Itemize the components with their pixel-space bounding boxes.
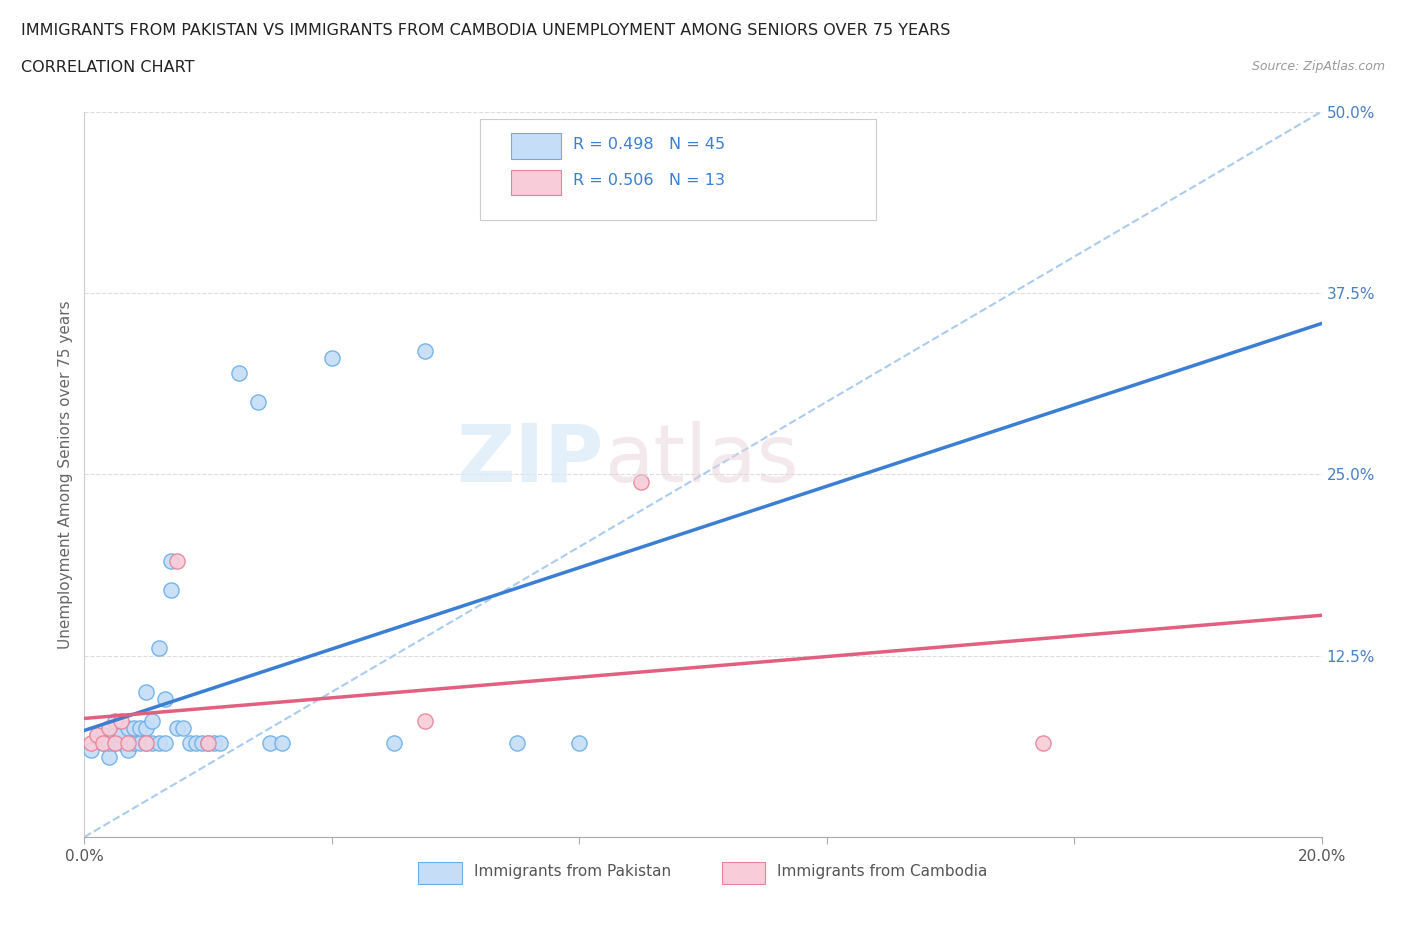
Point xyxy=(166,554,188,569)
Point xyxy=(98,721,121,736)
Point xyxy=(413,713,436,728)
Point xyxy=(135,736,157,751)
Point xyxy=(184,736,207,751)
Point xyxy=(153,692,176,707)
Point xyxy=(91,728,114,743)
Point xyxy=(202,736,225,751)
Point xyxy=(259,736,281,751)
Point xyxy=(135,736,157,751)
Point xyxy=(271,736,294,751)
Point xyxy=(98,736,121,751)
Text: atlas: atlas xyxy=(605,420,799,498)
Point xyxy=(110,736,132,751)
Point xyxy=(104,736,127,751)
FancyBboxPatch shape xyxy=(721,862,765,884)
Point xyxy=(228,365,250,380)
Point xyxy=(135,684,157,699)
Point xyxy=(568,736,591,751)
Point xyxy=(122,736,145,751)
Point xyxy=(129,721,152,736)
Point xyxy=(197,736,219,751)
Text: R = 0.498   N = 45: R = 0.498 N = 45 xyxy=(574,137,725,152)
Point xyxy=(110,728,132,743)
Point xyxy=(166,721,188,736)
Point xyxy=(148,736,170,751)
Point xyxy=(141,736,163,751)
Text: IMMIGRANTS FROM PAKISTAN VS IMMIGRANTS FROM CAMBODIA UNEMPLOYMENT AMONG SENIORS : IMMIGRANTS FROM PAKISTAN VS IMMIGRANTS F… xyxy=(21,23,950,38)
Point xyxy=(191,736,214,751)
Point xyxy=(135,721,157,736)
Point xyxy=(117,736,139,751)
Point xyxy=(153,736,176,751)
FancyBboxPatch shape xyxy=(512,169,561,195)
Text: ZIP: ZIP xyxy=(457,420,605,498)
Point xyxy=(246,394,269,409)
Point xyxy=(122,721,145,736)
Point xyxy=(86,728,108,743)
FancyBboxPatch shape xyxy=(419,862,461,884)
Point xyxy=(197,736,219,751)
Point xyxy=(148,641,170,656)
Point xyxy=(110,713,132,728)
Point xyxy=(382,736,405,751)
FancyBboxPatch shape xyxy=(512,133,561,159)
Text: Source: ZipAtlas.com: Source: ZipAtlas.com xyxy=(1251,60,1385,73)
Point xyxy=(413,343,436,358)
FancyBboxPatch shape xyxy=(481,119,876,220)
Point xyxy=(91,736,114,751)
Point xyxy=(98,750,121,764)
Point xyxy=(129,736,152,751)
Text: R = 0.506   N = 13: R = 0.506 N = 13 xyxy=(574,173,725,188)
Point xyxy=(172,721,194,736)
Point xyxy=(117,742,139,757)
Point xyxy=(160,554,183,569)
Text: Immigrants from Cambodia: Immigrants from Cambodia xyxy=(778,864,987,880)
Text: CORRELATION CHART: CORRELATION CHART xyxy=(21,60,194,75)
Point xyxy=(104,736,127,751)
Point xyxy=(179,736,201,751)
Point xyxy=(160,583,183,598)
Point xyxy=(506,736,529,751)
Point xyxy=(86,728,108,743)
Point xyxy=(117,721,139,736)
Text: Immigrants from Pakistan: Immigrants from Pakistan xyxy=(474,864,671,880)
Y-axis label: Unemployment Among Seniors over 75 years: Unemployment Among Seniors over 75 years xyxy=(58,300,73,648)
Point xyxy=(1032,736,1054,751)
Point xyxy=(79,736,101,751)
Point xyxy=(209,736,232,751)
Point xyxy=(141,713,163,728)
Point xyxy=(630,474,652,489)
Point xyxy=(104,713,127,728)
Point xyxy=(321,351,343,365)
Point xyxy=(104,728,127,743)
Point xyxy=(91,736,114,751)
Point xyxy=(79,742,101,757)
